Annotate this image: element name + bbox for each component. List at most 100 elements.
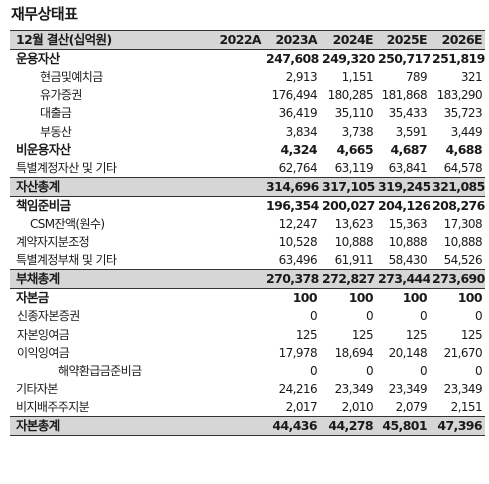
cell-2024e: 200,027 [322,197,375,213]
page-title: 재무상태표 [11,5,78,23]
cell-2026e: 10,888 [443,235,483,250]
cell-2026e: 47,396 [437,418,482,434]
row-label: 자산총계 [16,178,60,194]
header-year-2022a: 2022A [219,32,262,48]
cell-2025e: 20,148 [388,345,428,360]
cell-2022a [209,86,264,104]
cell-2022a [209,362,264,380]
cell-2023a: 0 [309,309,318,324]
cell-2022a [209,104,264,122]
balance-sheet-table: 12월 결산(십억원) 2022A 2023A 2024E 2025E 2026… [10,30,485,436]
cell-2025e: 0 [419,309,428,324]
cell-2023a: 4,324 [280,141,317,157]
cell-2024e: 180,285 [327,88,374,103]
table-row: 자본잉여금 125 125 125 125 [10,326,485,344]
table-row: 비지배주주지분 2,017 2,010 2,079 2,151 [10,398,485,417]
row-label: 자본잉여금 [17,327,70,342]
cell-2025e: 0 [419,363,428,378]
row-label: 신종자본증권 [17,309,80,324]
cell-2026e: 3,449 [450,124,483,139]
total-row: 자본총계 44,436 44,278 45,801 47,396 [10,416,485,436]
cell-2024e: 44,278 [328,418,373,434]
cell-2023a: 247,608 [266,51,319,67]
cell-2026e: 208,276 [432,197,485,213]
cell-2026e: 23,349 [443,381,483,396]
cell-2026e: 4,688 [445,141,482,157]
cell-2024e: 3,738 [341,124,374,139]
cell-2024e: 61,911 [334,253,374,268]
cell-2025e: 789 [405,70,428,85]
cell-2025e: 10,888 [388,235,428,250]
cell-2026e: 2,151 [450,399,483,414]
table-row: CSM잔액(원수) 12,247 13,623 15,363 17,308 [10,215,485,233]
table-row: 이익잉여금 17,978 18,694 20,148 21,670 [10,344,485,362]
cell-2025e: 181,868 [381,88,428,103]
cell-2022a [209,233,264,251]
cell-2023a: 125 [295,327,318,342]
cell-2026e: 21,670 [443,345,483,360]
cell-2022a [209,50,264,69]
table-row: 계약자지분조정 10,528 10,888 10,888 10,888 [10,233,485,251]
cell-2025e: 319,245 [378,178,430,194]
cell-2026e: 0 [474,309,483,324]
table-row: 기타자본 24,216 23,349 23,349 23,349 [10,380,485,398]
cell-2022a [209,196,264,215]
cell-2023a: 176,494 [271,88,318,103]
cell-2022a [209,159,264,178]
row-label: 유가증권 [40,88,82,103]
cell-2025e: 125 [405,327,428,342]
header-label: 12월 결산(십억원) [16,32,112,48]
cell-2026e: 54,526 [443,253,483,268]
cell-2024e: 10,888 [334,235,374,250]
cell-2026e: 273,690 [432,271,485,287]
cell-2023a: 196,354 [266,197,319,213]
cell-2023a: 12,247 [278,216,318,231]
cell-2023a: 270,378 [266,271,319,287]
row-label: 대출금 [40,106,72,121]
cell-2025e: 100 [402,290,428,306]
cell-2024e: 63,119 [334,160,374,175]
cell-2023a: 100 [292,290,318,306]
cell-2026e: 0 [474,363,483,378]
cell-2023a: 2,913 [285,70,318,85]
cell-2025e: 15,363 [388,216,428,231]
cell-2022a [209,122,264,140]
cell-2022a [209,215,264,233]
table-row: 신종자본증권 0 0 0 0 [10,307,485,325]
cell-2023a: 36,419 [278,106,318,121]
cell-2026e: 17,308 [443,216,483,231]
cell-2025e: 4,687 [390,141,427,157]
cell-2024e: 249,320 [322,51,375,67]
row-label: 기타자본 [16,381,58,396]
cell-2022a [209,344,264,362]
cell-2022a [209,307,264,325]
cell-2022a [209,141,264,159]
row-label: 운용자산 [16,51,60,67]
cell-2023a: 44,436 [272,418,317,434]
cell-2025e: 3,591 [395,124,428,139]
cell-2024e: 18,694 [334,345,374,360]
row-label: 이익잉여금 [17,345,70,360]
cell-2024e: 2,010 [341,399,374,414]
table-row: 자본금 100 100 100 100 [10,288,485,308]
cell-2023a: 314,696 [266,178,319,194]
header-year-2024e: 2024E [332,32,374,48]
total-row: 자산총계 314,696 317,105 319,245 321,085 [10,177,485,197]
cell-2026e: 64,578 [443,160,483,175]
cell-2024e: 35,110 [334,106,374,121]
cell-2025e: 250,717 [378,51,430,67]
cell-2022a [209,270,264,289]
row-label: 현금및예치금 [40,70,103,85]
cell-2024e: 125 [351,327,374,342]
cell-2024e: 0 [365,363,374,378]
cell-2022a [209,177,264,196]
cell-2022a [209,398,264,417]
cell-2022a [209,326,264,344]
cell-2023a: 24,216 [278,381,318,396]
header-year-2025e: 2025E [386,32,428,48]
row-label: 부채총계 [16,271,60,287]
table-row: 특별계정부채 및 기타 63,496 61,911 58,430 54,526 [10,251,485,270]
cell-2024e: 4,665 [336,141,373,157]
table-row: 해약환급금준비금 0 0 0 0 [10,362,485,380]
